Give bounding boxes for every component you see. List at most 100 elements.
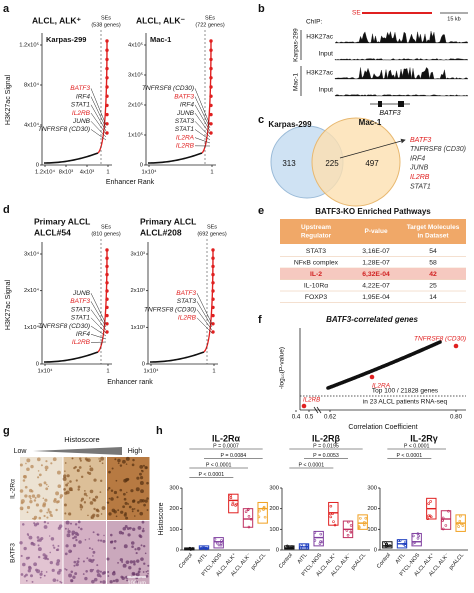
cell-stain: [28, 535, 33, 540]
gene-label: IL2RB: [176, 143, 195, 150]
cell-stain: [132, 527, 136, 531]
cell-stain: [124, 512, 127, 515]
gene-pointer: [90, 301, 107, 328]
panel-label: a: [3, 3, 10, 15]
gene-dot: [438, 340, 442, 344]
cell-stain: [51, 568, 55, 572]
venn-set: [311, 117, 401, 207]
cell-stain: [42, 497, 45, 500]
cell: 58: [429, 259, 437, 266]
sample-dot: [332, 520, 335, 523]
cell-stain: [31, 541, 34, 545]
gene-label: IL2RB: [72, 110, 91, 117]
gene-label: JUNB: [409, 165, 429, 172]
cell-stain: [102, 539, 106, 543]
cell-stain: [139, 511, 144, 516]
se-region: [362, 12, 432, 14]
gene-pointer: [90, 334, 107, 340]
gene-label: BATF3: [174, 93, 194, 100]
cell-stain: [85, 570, 88, 573]
sample-dot: [428, 514, 432, 518]
scale-wedge: [33, 447, 122, 455]
gene-dot-highlight: [369, 374, 375, 380]
cell-stain: [131, 508, 134, 511]
cell-stain: [20, 554, 23, 558]
cell-stain: [146, 497, 149, 500]
cell-stain: [126, 491, 128, 494]
cell-stain: [96, 573, 101, 577]
cell-stain: [28, 566, 32, 570]
cell-stain: [109, 533, 113, 537]
x-tick-label: 1.2x10⁴: [35, 169, 55, 176]
se-dot: [105, 297, 109, 301]
cell-stain: [64, 512, 67, 515]
se-dot: [105, 39, 109, 43]
gene-label: IRF4: [76, 93, 90, 100]
count: 225: [325, 159, 339, 168]
x-tick-label: 0.4: [292, 414, 301, 421]
cell-stain: [98, 458, 100, 460]
cell-stain: [74, 572, 78, 576]
cell-stain: [75, 538, 78, 542]
cell-stain: [141, 529, 145, 533]
se-label: (538 genes): [91, 22, 121, 28]
cell-stain: [51, 515, 53, 517]
sample-dot: [461, 524, 465, 527]
cell-stain: [80, 475, 84, 479]
gene-pointer: [194, 104, 211, 132]
gene-pointer: [90, 129, 107, 141]
se-dot: [105, 248, 109, 252]
cell-stain: [135, 487, 140, 492]
cell-stain: [72, 575, 76, 579]
cell-stain: [129, 560, 134, 564]
cell-stain: [28, 494, 32, 498]
cell-stain: [113, 490, 118, 495]
x-tick-label: 1x10⁴: [143, 368, 159, 375]
y-tick-label: 2x10³: [130, 288, 145, 294]
y-tick-label: 0: [374, 548, 377, 554]
cell-stain: [89, 489, 94, 494]
gene-pointer: [194, 121, 211, 138]
cell-stain: [110, 489, 114, 492]
cell-stain: [115, 515, 118, 518]
cell-stain: [120, 575, 124, 579]
sample-dot: [247, 514, 251, 518]
gene-pointer: [196, 309, 213, 331]
cell-stain: [102, 580, 106, 584]
cell-stain: [25, 579, 28, 582]
box: [313, 530, 324, 547]
sample-dot: [429, 500, 432, 503]
cell-stain: [47, 485, 50, 488]
cell-stain: [72, 536, 75, 540]
cell-stain: [19, 463, 23, 467]
sample-dot: [427, 514, 430, 518]
cell-stain: [139, 464, 144, 469]
gene-label: STAT1: [71, 315, 91, 322]
cell-stain: [25, 556, 29, 560]
cell-stain: [125, 456, 130, 461]
cell-stain: [43, 520, 47, 524]
cell-stain: [83, 492, 87, 496]
p-value: P < 0.0001: [298, 462, 324, 468]
cell-stain: [96, 533, 100, 536]
se-label: SEs: [207, 224, 217, 230]
cell-stain: [44, 554, 48, 558]
cell-stain: [108, 470, 111, 474]
se-dot: [209, 122, 213, 126]
cell: FOXP3: [305, 294, 328, 301]
cell-stain: [131, 545, 134, 549]
table-header: [280, 219, 466, 244]
x-tick-label: Control: [376, 552, 392, 569]
cell-stain: [52, 457, 57, 462]
cell: 42: [429, 271, 437, 278]
cell-stain: [74, 523, 78, 526]
se-label: SE: [352, 10, 361, 17]
cell-stain: [116, 496, 119, 499]
y-axis-title: H3K27ac Signal: [5, 279, 12, 330]
se-dot: [211, 297, 215, 301]
se-curve: [203, 249, 214, 353]
sample-name: Karpas-299: [293, 28, 300, 62]
cell-stain: [63, 474, 67, 478]
cell-stain: [37, 544, 40, 547]
cell-stain: [79, 459, 82, 462]
